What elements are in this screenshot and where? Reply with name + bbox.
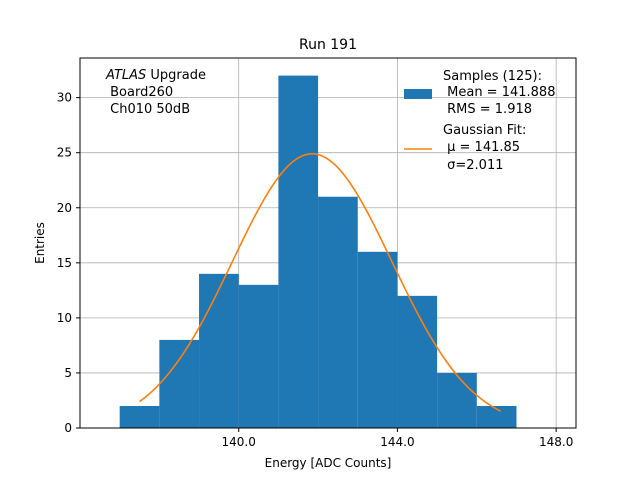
histogram-bar-5 xyxy=(318,196,358,428)
histogram-bar-4 xyxy=(278,75,319,428)
y-tick-label-6: 30 xyxy=(57,91,72,105)
gaussian-fit xyxy=(139,153,501,412)
y-tick-label-5: 25 xyxy=(57,146,72,160)
annotation-line-2: Board260 xyxy=(106,85,173,100)
histogram-bar-7 xyxy=(397,295,438,428)
x-tick-label-2: 148.0 xyxy=(539,435,573,449)
histogram-bar-0 xyxy=(119,405,160,428)
x-axis-ticks: 140.0 144.0 148.0 xyxy=(222,428,573,449)
x-tick-label-1: 144.0 xyxy=(380,435,414,449)
histogram-bar-9 xyxy=(476,405,517,428)
y-tick-label-2: 10 xyxy=(57,311,72,325)
legend-samples-line-3: RMS = 1.918 xyxy=(443,102,532,117)
legend-samples-line-1: Samples (125): xyxy=(443,69,542,84)
histogram-bars xyxy=(119,75,517,428)
y-tick-label-4: 20 xyxy=(57,201,72,215)
legend-fit-line-1: Gaussian Fit: xyxy=(443,123,526,138)
annotation-atlas: ATLAS xyxy=(105,68,146,83)
x-tick-label-0: 140.0 xyxy=(222,435,256,449)
histogram-bar-6 xyxy=(357,251,398,428)
histogram-bar-3 xyxy=(238,284,279,428)
plot-frame xyxy=(79,57,577,429)
annotation-line-3: Ch010 50dB xyxy=(106,102,190,117)
gaussian-fit-curve xyxy=(139,153,501,412)
annotation-line-1: ATLAS Upgrade xyxy=(105,68,206,83)
y-tick-label-0: 0 xyxy=(64,421,72,435)
histogram-bar-1 xyxy=(159,339,200,428)
y-axis-label: Entries xyxy=(33,222,47,264)
atlas-annotation: ATLAS Upgrade Board260 Ch010 50dB xyxy=(105,68,206,117)
legend: Samples (125): Mean = 141.888 RMS = 1.91… xyxy=(404,69,555,173)
y-axis-ticks: 0 5 10 15 20 25 30 xyxy=(57,91,80,435)
y-tick-label-3: 15 xyxy=(57,256,72,270)
legend-fit-line-3: σ=2.011 xyxy=(443,158,503,173)
annotation-upgrade: Upgrade xyxy=(146,68,206,83)
histogram-bar-2 xyxy=(199,273,239,428)
x-axis-label: Energy [ADC Counts] xyxy=(265,456,392,470)
y-tick-label-1: 5 xyxy=(64,366,72,380)
legend-samples-swatch xyxy=(404,89,432,99)
legend-fit-line-2: μ = 141.85 xyxy=(443,140,520,155)
legend-samples-line-2: Mean = 141.888 xyxy=(443,85,555,100)
chart-title: Run 191 xyxy=(299,37,357,53)
histogram-bar-8 xyxy=(437,372,477,428)
